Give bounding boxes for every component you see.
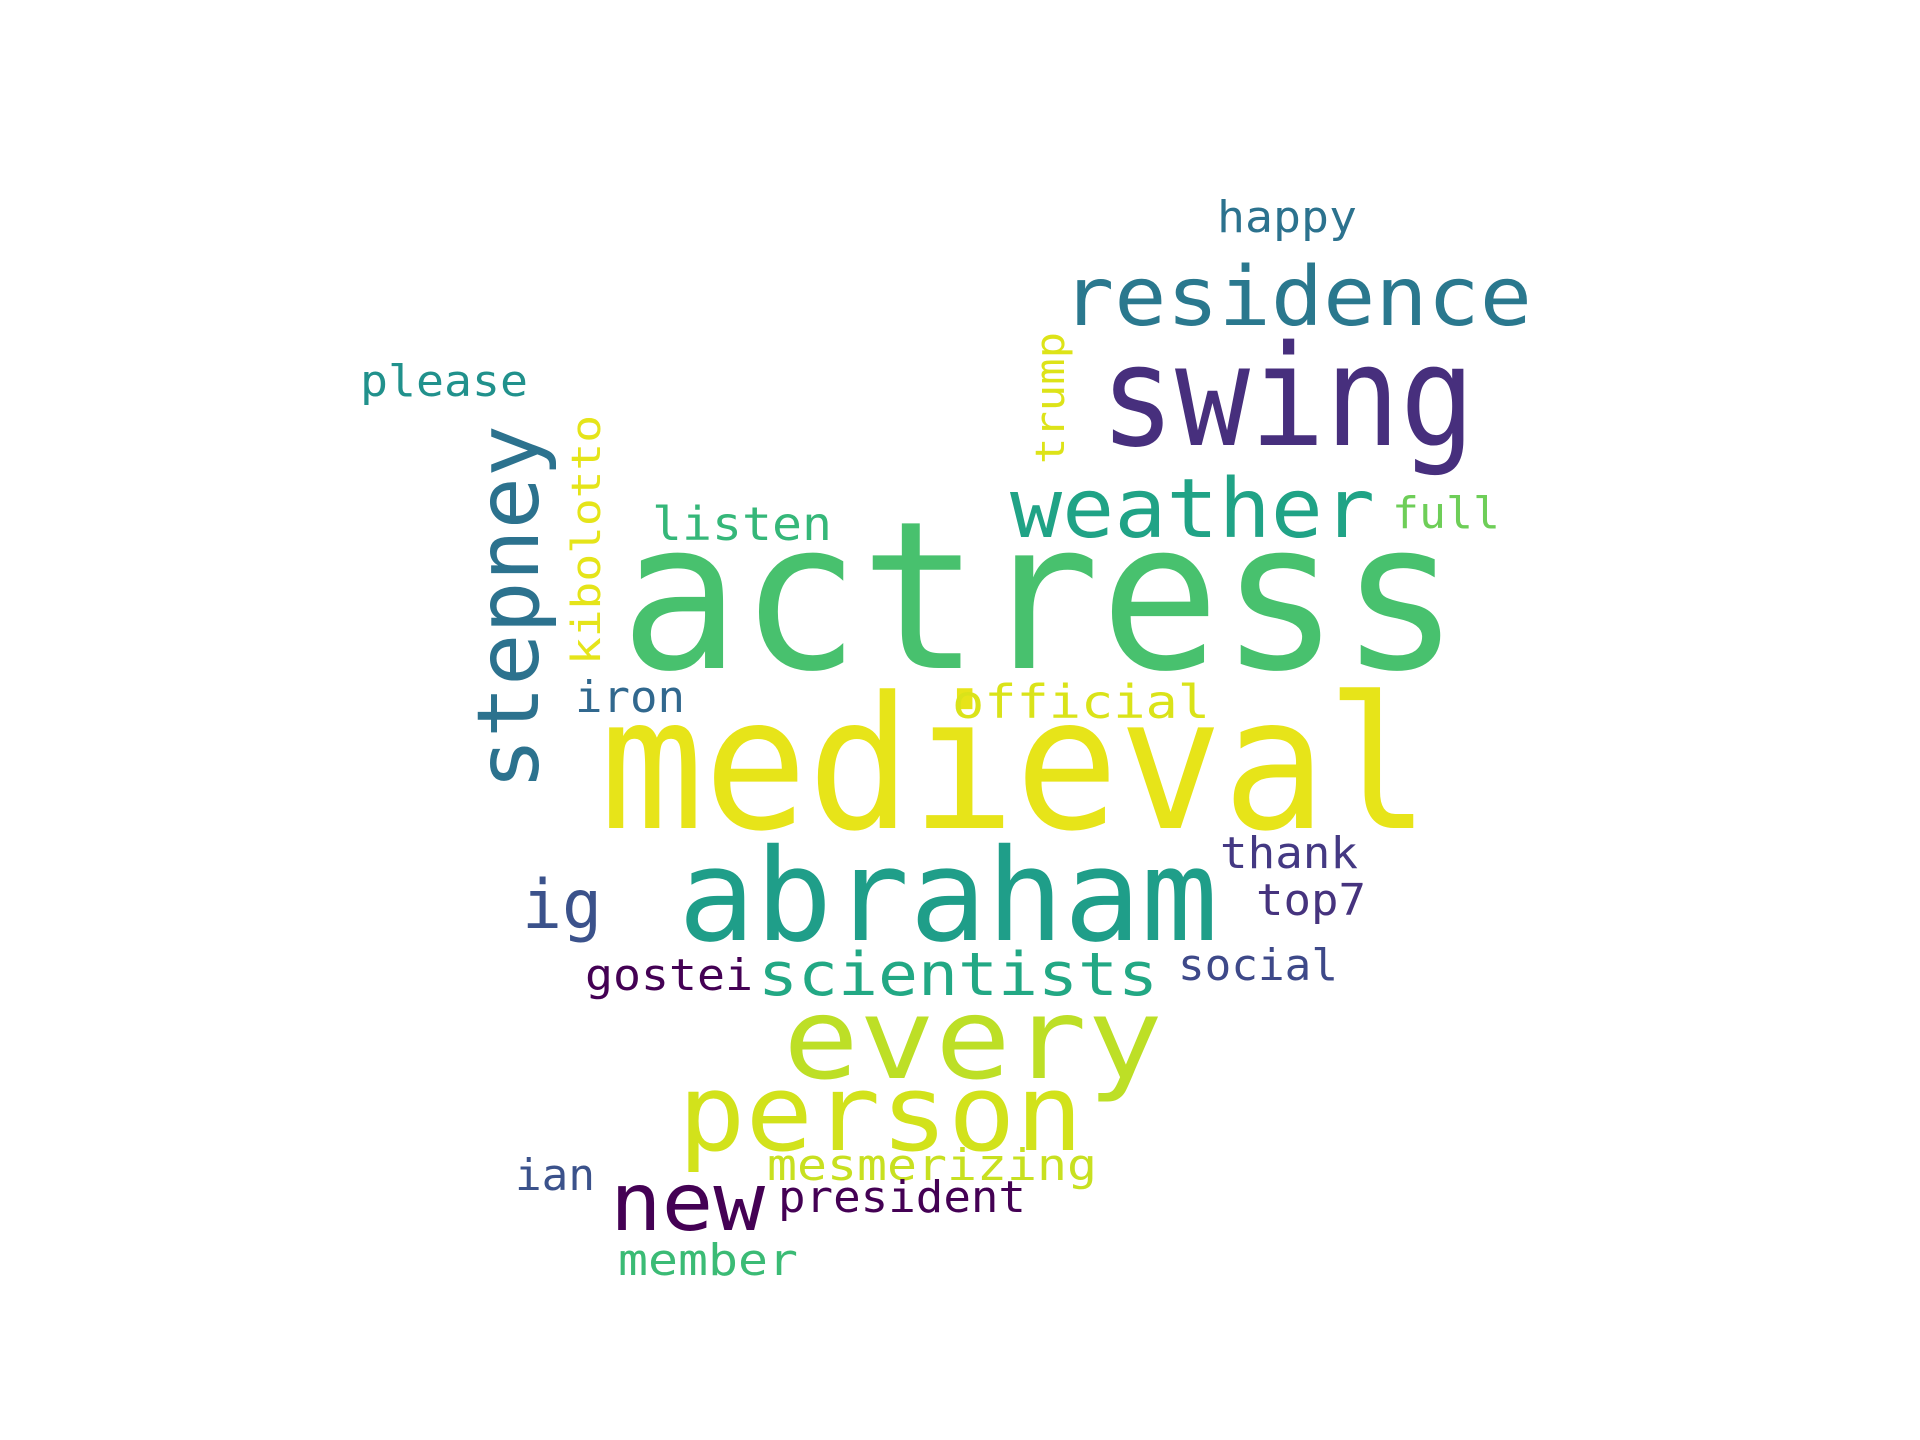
word-gostei: gostei: [585, 950, 753, 1001]
word-mesmerizing: mesmerizing: [767, 1140, 1097, 1191]
word-scientists: scientists: [758, 940, 1158, 1010]
word-swing: swing: [1100, 316, 1475, 479]
word-iron: iron: [575, 672, 685, 723]
word-actress: actress: [620, 477, 1460, 717]
word-stepney: stepney: [459, 425, 559, 790]
word-abraham: abraham: [678, 822, 1218, 971]
word-top7: top7: [1256, 875, 1366, 926]
word-residence: residence: [1062, 250, 1532, 345]
word-kibolotto: kibolotto: [564, 415, 610, 665]
word-president: president: [778, 1172, 1026, 1223]
word-full: full: [1392, 488, 1500, 539]
word-new: new: [610, 1156, 766, 1249]
word-listen: listen: [652, 497, 832, 551]
word-ig: ig: [522, 866, 602, 945]
word-ian: ian: [515, 1150, 595, 1201]
word-every: every: [783, 975, 1163, 1105]
word-happy: happy: [1217, 192, 1357, 243]
word-please: please: [360, 356, 528, 407]
word-medieval: medieval: [600, 658, 1430, 872]
word-social: social: [1178, 940, 1338, 991]
word-member: member: [618, 1235, 798, 1286]
word-official: official: [952, 675, 1210, 729]
word-trump: trump: [1028, 332, 1074, 464]
word-person: person: [678, 1052, 1083, 1175]
word-weather: weather: [1010, 462, 1375, 557]
word-thank: thank: [1220, 828, 1358, 879]
